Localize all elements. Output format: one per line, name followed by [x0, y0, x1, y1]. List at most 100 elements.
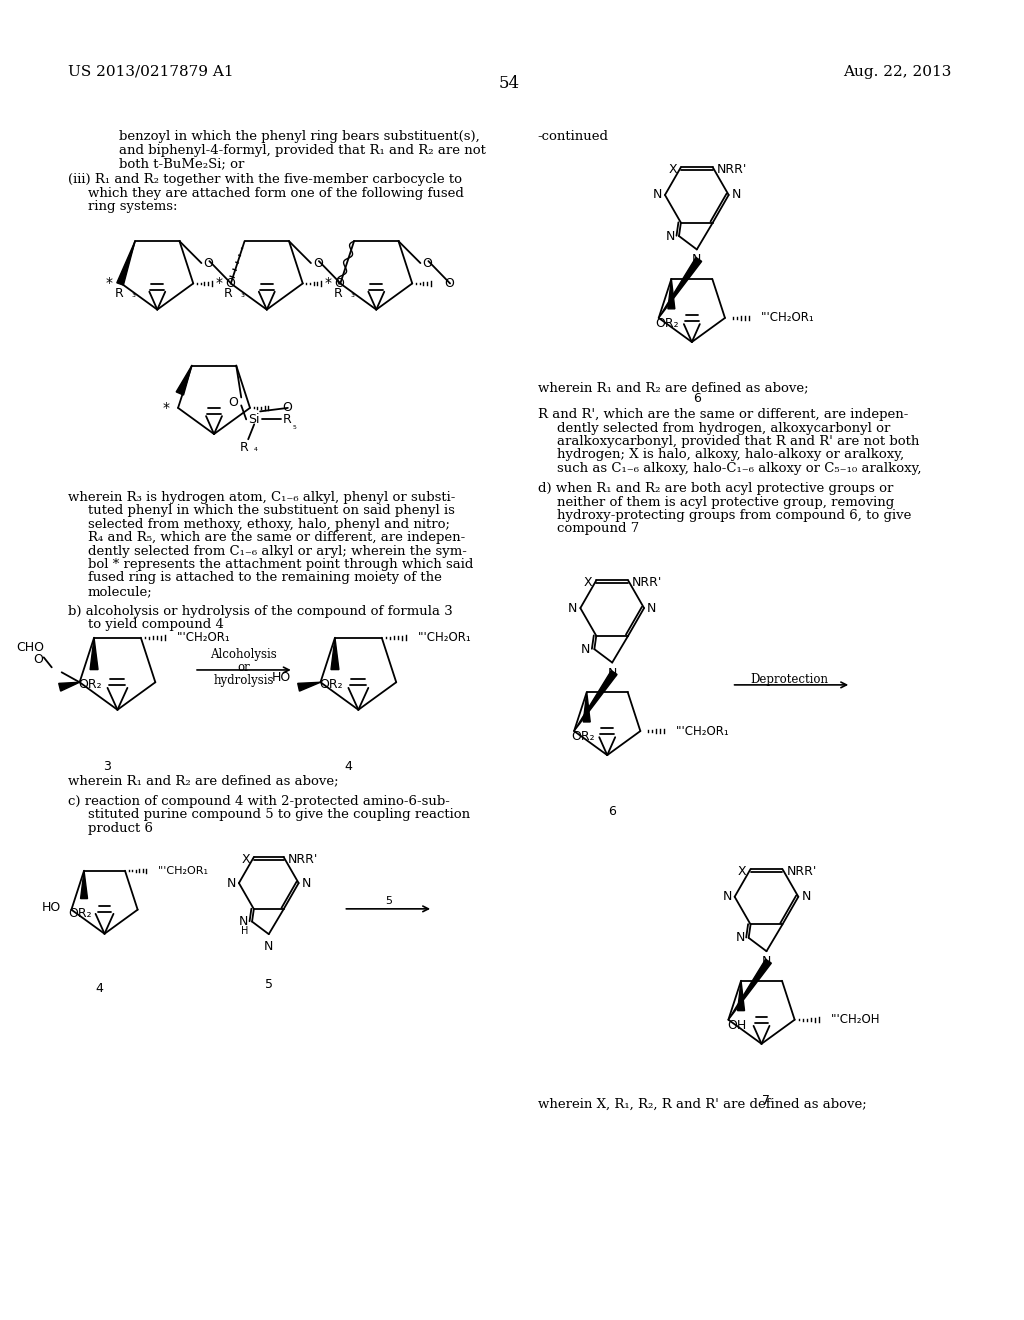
- Text: HO: HO: [42, 902, 61, 915]
- Text: hydroxy-protecting groups from compound 6, to give: hydroxy-protecting groups from compound …: [557, 510, 911, 521]
- Polygon shape: [737, 981, 744, 1011]
- Text: 6: 6: [693, 392, 700, 405]
- Text: OR₂: OR₂: [655, 317, 679, 330]
- Text: OH: OH: [727, 1019, 746, 1032]
- Text: N: N: [652, 189, 662, 202]
- Text: Alcoholysis: Alcoholysis: [211, 648, 278, 661]
- Text: stituted purine compound 5 to give the coupling reaction: stituted purine compound 5 to give the c…: [88, 808, 470, 821]
- Text: '''CH₂OH: '''CH₂OH: [830, 1014, 880, 1026]
- Text: 6: 6: [608, 805, 616, 818]
- Text: hydrogen; X is halo, alkoxy, halo-alkoxy or aralkoxy,: hydrogen; X is halo, alkoxy, halo-alkoxy…: [557, 449, 904, 462]
- Text: aralkoxycarbonyl, provided that R and R' are not both: aralkoxycarbonyl, provided that R and R'…: [557, 436, 920, 447]
- Text: dently selected from C₁₋₆ alkyl or aryl; wherein the sym-: dently selected from C₁₋₆ alkyl or aryl;…: [88, 545, 467, 557]
- Polygon shape: [117, 242, 135, 285]
- Text: which they are attached form one of the following fused: which they are attached form one of the …: [88, 187, 464, 199]
- Text: d) when R₁ and R₂ are both acyl protective groups or: d) when R₁ and R₂ are both acyl protecti…: [538, 482, 893, 495]
- Text: selected from methoxy, ethoxy, halo, phenyl and nitro;: selected from methoxy, ethoxy, halo, phe…: [88, 517, 450, 531]
- Text: OR₂: OR₂: [69, 907, 92, 920]
- Text: N: N: [302, 876, 311, 890]
- Text: NRR': NRR': [717, 162, 748, 176]
- Polygon shape: [668, 279, 675, 309]
- Polygon shape: [584, 692, 590, 722]
- Text: ₄: ₄: [254, 444, 258, 453]
- Text: *: *: [325, 276, 332, 290]
- Text: N: N: [735, 932, 744, 944]
- Text: such as C₁₋₆ alkoxy, halo-C₁₋₆ alkoxy or C₅₋₁₀ aralkoxy,: such as C₁₋₆ alkoxy, halo-C₁₋₆ alkoxy or…: [557, 462, 922, 475]
- Text: bol * represents the attachment point through which said: bol * represents the attachment point th…: [88, 558, 473, 572]
- Text: N: N: [581, 643, 591, 656]
- Text: N: N: [802, 890, 811, 903]
- Text: OR₂: OR₂: [78, 677, 102, 690]
- Text: '''CH₂OR₁: '''CH₂OR₁: [761, 312, 814, 325]
- Text: 4: 4: [344, 759, 352, 772]
- Text: R and R', which are the same or different, are indepen-: R and R', which are the same or differen…: [538, 408, 908, 421]
- Text: product 6: product 6: [88, 821, 153, 834]
- Text: tuted phenyl in which the substituent on said phenyl is: tuted phenyl in which the substituent on…: [88, 504, 455, 517]
- Text: O: O: [33, 653, 43, 665]
- Text: ₃: ₃: [131, 289, 135, 298]
- Text: '''CH₂OR₁: '''CH₂OR₁: [418, 631, 471, 644]
- Text: 7: 7: [763, 1093, 770, 1106]
- Text: ₃: ₃: [350, 289, 354, 298]
- Text: R: R: [240, 441, 249, 454]
- Polygon shape: [574, 671, 617, 731]
- Text: and biphenyl-4-formyl, provided that R₁ and R₂ are not: and biphenyl-4-formyl, provided that R₁ …: [120, 144, 486, 157]
- Polygon shape: [658, 257, 701, 318]
- Text: 54: 54: [499, 75, 520, 91]
- Text: NRR': NRR': [786, 865, 817, 878]
- Text: NRR': NRR': [288, 853, 318, 866]
- Polygon shape: [298, 682, 321, 692]
- Text: NRR': NRR': [632, 576, 663, 589]
- Text: H: H: [241, 925, 248, 936]
- Text: ₃: ₃: [241, 289, 245, 298]
- Text: R₄ and R₅, which are the same or different, are indepen-: R₄ and R₅, which are the same or differe…: [88, 531, 465, 544]
- Polygon shape: [81, 871, 87, 899]
- Text: b) alcoholysis or hydrolysis of the compound of formula 3: b) alcoholysis or hydrolysis of the comp…: [68, 605, 453, 618]
- Text: to yield compound 4: to yield compound 4: [88, 619, 223, 631]
- Text: N: N: [762, 956, 771, 968]
- Text: N: N: [732, 189, 741, 202]
- Text: N: N: [226, 876, 236, 890]
- Text: N: N: [239, 915, 248, 928]
- Text: molecule;: molecule;: [88, 585, 153, 598]
- Text: dently selected from hydrogen, alkoxycarbonyl or: dently selected from hydrogen, alkoxycar…: [557, 421, 891, 434]
- Text: O: O: [335, 277, 344, 290]
- Text: R: R: [334, 286, 342, 300]
- Polygon shape: [58, 682, 80, 692]
- Text: O: O: [204, 256, 213, 269]
- Text: neither of them is acyl protective group, removing: neither of them is acyl protective group…: [557, 495, 895, 508]
- Text: or: or: [238, 661, 250, 675]
- Text: N: N: [568, 602, 578, 615]
- Text: 5: 5: [385, 896, 392, 906]
- Text: OR₂: OR₂: [319, 677, 343, 690]
- Text: HO: HO: [271, 671, 291, 684]
- Text: fused ring is attached to the remaining moiety of the: fused ring is attached to the remaining …: [88, 572, 441, 585]
- Text: c) reaction of compound 4 with 2-protected amino-6-sub-: c) reaction of compound 4 with 2-protect…: [68, 795, 450, 808]
- Text: X: X: [242, 853, 250, 866]
- Text: O: O: [423, 256, 432, 269]
- Text: N: N: [692, 253, 701, 267]
- Text: R: R: [283, 413, 292, 426]
- Text: X: X: [669, 162, 677, 176]
- Text: '''CH₂OR₁: '''CH₂OR₁: [158, 866, 209, 875]
- Text: N: N: [666, 230, 675, 243]
- Text: hydrolysis: hydrolysis: [214, 675, 274, 686]
- Polygon shape: [176, 366, 191, 395]
- Text: wherein R₃ is hydrogen atom, C₁₋₆ alkyl, phenyl or substi-: wherein R₃ is hydrogen atom, C₁₋₆ alkyl,…: [68, 491, 455, 504]
- Text: '''CH₂OR₁: '''CH₂OR₁: [676, 725, 730, 738]
- Text: CHO: CHO: [15, 642, 44, 653]
- Text: *: *: [215, 276, 222, 290]
- Text: O: O: [444, 277, 454, 290]
- Text: 5: 5: [265, 978, 272, 991]
- Polygon shape: [728, 960, 771, 1020]
- Polygon shape: [90, 638, 98, 669]
- Text: 3: 3: [103, 759, 112, 772]
- Text: wherein R₁ and R₂ are defined as above;: wherein R₁ and R₂ are defined as above;: [538, 381, 808, 395]
- Text: X: X: [738, 865, 746, 878]
- Text: N: N: [607, 667, 616, 680]
- Text: (iii) R₁ and R₂ together with the five-member carbocycle to: (iii) R₁ and R₂ together with the five-m…: [68, 173, 462, 186]
- Text: R: R: [115, 286, 123, 300]
- Text: benzoyl in which the phenyl ring bears substituent(s),: benzoyl in which the phenyl ring bears s…: [120, 131, 480, 144]
- Text: '''CH₂OR₁: '''CH₂OR₁: [177, 631, 230, 644]
- Text: O: O: [228, 396, 239, 409]
